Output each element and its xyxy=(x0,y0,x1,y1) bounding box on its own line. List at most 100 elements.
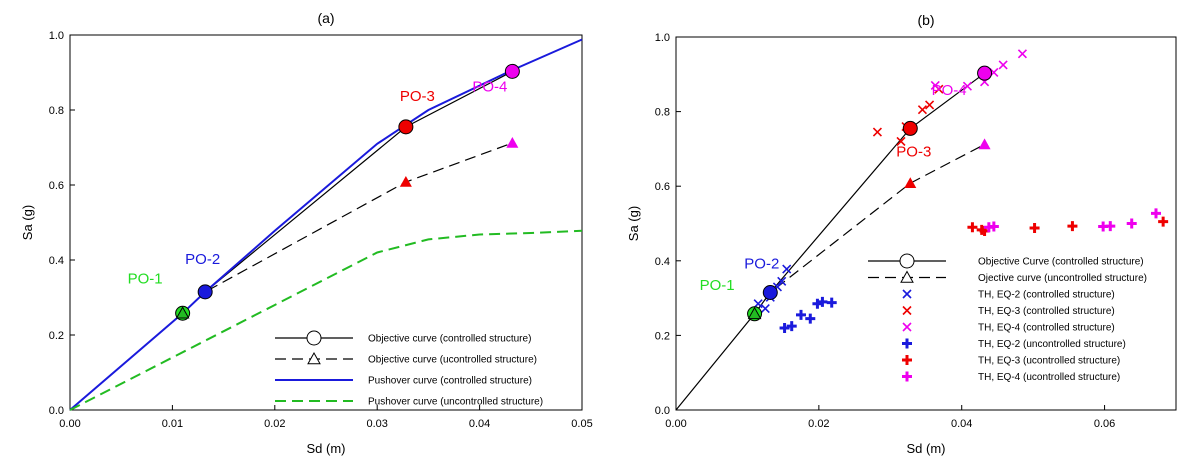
series-2-point xyxy=(777,276,787,286)
legend-label: Objective Curve (controlled structure) xyxy=(978,257,1144,268)
x-tick-label: 0.01 xyxy=(162,418,183,430)
series-5-point xyxy=(796,309,806,320)
series-3-point xyxy=(925,100,935,110)
legend-marker xyxy=(899,253,915,269)
legend-marker xyxy=(902,338,912,349)
performance-point-label: PO-2 xyxy=(744,256,779,273)
performance-point-label: PO-2 xyxy=(185,251,220,268)
legend-label: TH, EQ-2 (controlled structure) xyxy=(978,290,1115,301)
legend-marker xyxy=(902,305,912,316)
x-tick-label: 0.03 xyxy=(366,418,387,430)
chart-panel-b: (b) 0.00 0.02 0.04 0.06 0.0 0.2 0.4 0.6 0.8 1.0 Sd … xyxy=(626,12,1177,456)
triangle-marker xyxy=(506,137,519,148)
plot-frame xyxy=(69,34,583,411)
y-axis-label: Sa (g) xyxy=(626,206,641,241)
performance-point-marker xyxy=(762,285,778,301)
x-tick-label: 0.02 xyxy=(808,418,829,430)
x-axis-label: Sd (m) xyxy=(307,441,346,456)
performance-point-label: PO-4 xyxy=(472,78,507,95)
legend-label: TH, EQ-4 (ucontrolled structure) xyxy=(978,372,1120,383)
series-7-point xyxy=(988,221,999,232)
y-tick-label: 0.2 xyxy=(655,330,670,342)
performance-point-label: PO-3 xyxy=(896,143,931,160)
legend-marker xyxy=(902,355,912,365)
series-7-point xyxy=(1151,208,1161,219)
series-3-point xyxy=(917,105,927,115)
triangle-marker xyxy=(175,306,190,319)
series-0-line xyxy=(675,72,985,411)
chart-title: (a) xyxy=(317,10,334,26)
performance-point-marker xyxy=(504,63,520,79)
performance-point-label: PO-1 xyxy=(128,270,163,287)
performance-point-marker xyxy=(977,65,993,81)
legend-label: Pushover curve (uncontrolled structure) xyxy=(368,397,543,408)
x-axis-label: Sd (m) xyxy=(907,441,946,456)
y-tick-label: 0.4 xyxy=(49,255,64,267)
legend-marker xyxy=(307,351,321,365)
series-1-line xyxy=(754,143,985,315)
performance-point-marker xyxy=(197,284,213,300)
series-4-point xyxy=(930,80,940,91)
legend-marker xyxy=(902,322,912,332)
y-tick-label: 0.8 xyxy=(49,105,64,117)
legend-label: Ojective curve (uncontrolled structure) xyxy=(978,273,1147,284)
series-1-line xyxy=(182,142,513,314)
x-tick-label: 0.04 xyxy=(951,418,972,430)
performance-point-marker xyxy=(398,119,414,135)
y-tick-label: 1.0 xyxy=(49,30,64,42)
triangle-marker xyxy=(747,306,762,320)
performance-point-label: PO-3 xyxy=(400,88,435,105)
plot-frame xyxy=(675,36,1177,411)
series-6-point xyxy=(1067,221,1078,232)
series-5-point xyxy=(817,296,828,307)
triangle-marker xyxy=(399,176,412,187)
series-5-point xyxy=(786,321,797,332)
legend-label: Objective curve (controlled structure) xyxy=(368,334,531,345)
chart-panel-a: (a) 0.00 0.01 0.02 0.03 0.04 0.05 0.0 0.2 0.4 0.6 0… xyxy=(20,10,593,456)
performance-point-marker xyxy=(902,120,918,136)
series-2-point xyxy=(760,303,770,314)
x-tick-label: 0.04 xyxy=(469,418,490,430)
legend-label: TH, EQ-2 (uncontrolled structure) xyxy=(978,339,1126,350)
legend-label: Pushover curve (controlled structure) xyxy=(368,376,532,387)
x-tick-label: 0.05 xyxy=(571,418,592,430)
triangle-marker xyxy=(904,177,917,189)
series-4-point xyxy=(1017,49,1027,59)
legend-label: TH, EQ-3 (controlled structure) xyxy=(978,306,1115,317)
legend: Objective Curve (controlled structure) Oj… xyxy=(868,253,1147,383)
series-2-point xyxy=(782,264,792,274)
series-6-point xyxy=(1029,222,1040,233)
series-4-point xyxy=(962,81,972,91)
series-3-point xyxy=(872,127,882,137)
legend-marker xyxy=(902,289,912,299)
performance-point-label: PO-1 xyxy=(700,277,735,294)
y-tick-label: 0.4 xyxy=(655,256,670,268)
series-7-point xyxy=(1105,221,1116,232)
y-tick-label: 0.8 xyxy=(655,107,670,119)
legend-marker xyxy=(900,270,914,283)
performance-point-label: PO-4 xyxy=(932,82,967,99)
y-tick-label: 0.0 xyxy=(49,405,64,417)
series-5-point xyxy=(805,313,816,324)
legend-marker xyxy=(902,371,912,382)
y-tick-label: 0.0 xyxy=(655,405,670,417)
series-6-point xyxy=(1158,216,1169,227)
series-4-point xyxy=(998,60,1008,70)
chart-title: (b) xyxy=(917,12,934,28)
legend-marker xyxy=(306,330,322,346)
triangle-marker xyxy=(978,138,991,150)
x-tick-label: 0.00 xyxy=(59,418,80,430)
series-5-point xyxy=(826,297,837,308)
series-6-point xyxy=(967,222,978,233)
legend-label: TH, EQ-3 (ucontrolled structure) xyxy=(978,356,1120,367)
y-tick-label: 0.6 xyxy=(49,180,64,192)
x-tick-label: 0.02 xyxy=(264,418,285,430)
legend: Objective curve (controlled structure) Ob… xyxy=(275,330,543,408)
y-tick-label: 0.6 xyxy=(655,181,670,193)
x-tick-label: 0.00 xyxy=(665,418,686,430)
y-tick-label: 1.0 xyxy=(655,32,670,44)
series-5-point xyxy=(779,322,790,333)
series-7-point xyxy=(1126,218,1137,229)
legend-label: TH, EQ-4 (controlled structure) xyxy=(978,323,1115,334)
